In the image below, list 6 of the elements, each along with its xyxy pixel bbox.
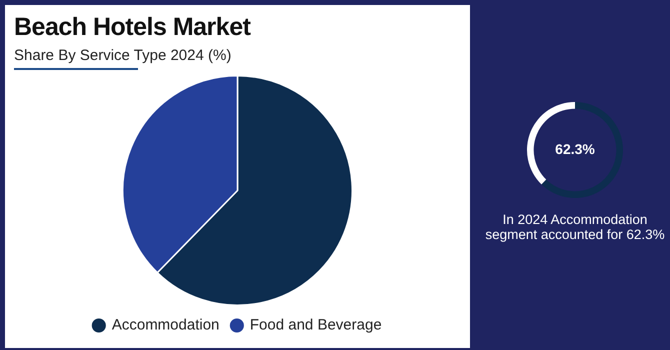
chart-subtitle: Share By Service Type 2024 (%): [14, 47, 232, 64]
text: In 2024 Accommodation segment accounted for 62.3%: [484, 212, 666, 242]
legend-label: Food and Beverage: [250, 316, 382, 334]
data-label: 62.3%: [555, 140, 596, 157]
legend-label: Accommodation: [112, 316, 220, 334]
chart-title: Beach Hotels Market: [14, 13, 250, 42]
